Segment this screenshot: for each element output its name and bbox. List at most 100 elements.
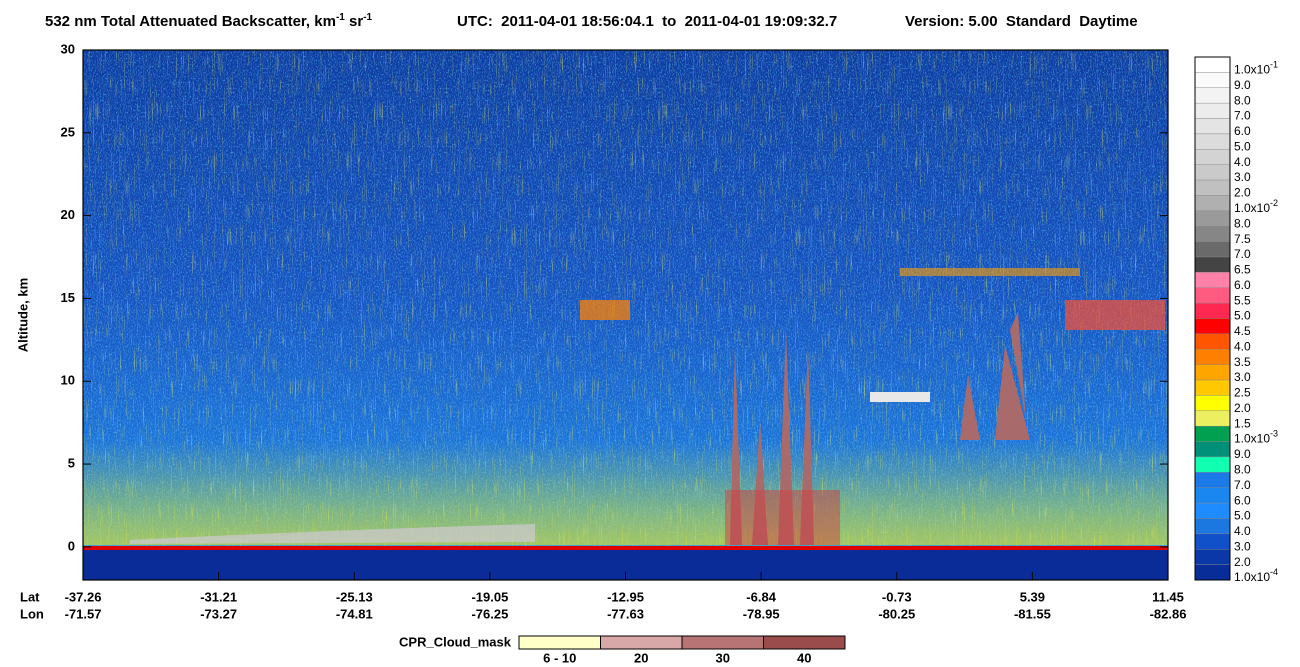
colorbar-label: 3.0 bbox=[1234, 539, 1251, 553]
colorbar-segment bbox=[1194, 564, 1231, 581]
colorbar-label-exp: -1 bbox=[1270, 60, 1278, 70]
colorbar-segment bbox=[1194, 195, 1231, 212]
colorbar-label: 9.0 bbox=[1234, 447, 1251, 461]
cloud-mask-label: 6 - 10 bbox=[543, 650, 576, 665]
cloud-mask-swatch bbox=[600, 635, 683, 650]
colorbar-label-base: 1.0x10 bbox=[1234, 432, 1270, 446]
cloud-mask-swatch bbox=[518, 635, 601, 650]
colorbar-label: 7.0 bbox=[1234, 247, 1251, 261]
colorbar-segment bbox=[1194, 502, 1231, 519]
colorbar-segment bbox=[1194, 72, 1231, 88]
x-tick-label: -80.25 bbox=[878, 606, 915, 621]
colorbar-label: 1.0x10-2 bbox=[1234, 198, 1278, 215]
x-tick-label: -73.27 bbox=[200, 606, 237, 621]
colorbar-segment bbox=[1194, 56, 1231, 73]
colorbar-label: 4.0 bbox=[1234, 524, 1251, 538]
subtitle: UTC: 2011-04-01 18:56:04.1 to 2011-04-01… bbox=[457, 13, 837, 30]
y-tick-label: 10 bbox=[61, 373, 75, 388]
y-axis-label: Altitude, km bbox=[15, 278, 30, 352]
colorbar-segment bbox=[1194, 133, 1231, 150]
colorbar-label: 6.5 bbox=[1234, 263, 1251, 277]
colorbar-label: 3.0 bbox=[1234, 170, 1251, 184]
cloud-mask-title: CPR_Cloud_mask bbox=[399, 634, 512, 649]
colorbar-segment bbox=[1194, 287, 1231, 304]
colorbar-segment bbox=[1194, 164, 1231, 181]
x-tick-label: -71.57 bbox=[65, 606, 102, 621]
x-row-label: Lat bbox=[20, 589, 40, 604]
title-part: 532 nm Total Attenuated Backscatter, km bbox=[45, 13, 336, 30]
colorbar-segment bbox=[1194, 349, 1231, 365]
colorbar-label-exp: -4 bbox=[1270, 567, 1278, 577]
colorbar-segment bbox=[1194, 425, 1231, 442]
colorbar-label: 8.0 bbox=[1234, 93, 1251, 107]
colorbar-label: 3.5 bbox=[1234, 355, 1251, 369]
colorbar-label: 7.5 bbox=[1234, 232, 1251, 246]
chart-title: 532 nm Total Attenuated Backscatter, km-… bbox=[45, 12, 373, 30]
cloud-mask-swatch bbox=[681, 635, 764, 650]
colorbar-label: 5.5 bbox=[1234, 293, 1251, 307]
colorbar-label: 1.5 bbox=[1234, 416, 1251, 430]
colorbar-segment bbox=[1194, 272, 1231, 288]
colorbar-label: 9.0 bbox=[1234, 78, 1251, 92]
colorbar-label: 5.0 bbox=[1234, 309, 1251, 323]
colorbar-frame bbox=[1194, 56, 1231, 581]
title-sup: -1 bbox=[336, 12, 345, 23]
x-tick-label: 5.39 bbox=[1020, 589, 1045, 604]
colorbar-label: 1.0x10-3 bbox=[1234, 429, 1278, 446]
y-tick-label: 15 bbox=[61, 290, 75, 305]
title-part: sr bbox=[345, 13, 364, 30]
y-tick-label: 20 bbox=[61, 207, 75, 222]
colorbar-segment bbox=[1194, 102, 1231, 119]
colorbar-label: 2.0 bbox=[1234, 401, 1251, 415]
cloud-mask-label: 40 bbox=[797, 650, 811, 665]
colorbar-segment bbox=[1194, 210, 1231, 227]
title-sup: -1 bbox=[363, 12, 372, 23]
colorbar-segment bbox=[1194, 441, 1231, 458]
colorbar-label: 8.0 bbox=[1234, 462, 1251, 476]
colorbar-segment bbox=[1194, 395, 1231, 411]
colorbar-label: 7.0 bbox=[1234, 109, 1251, 123]
x-tick-label: -76.25 bbox=[471, 606, 508, 621]
version: Version: 5.00 Standard Daytime bbox=[905, 13, 1138, 30]
x-tick-label: -81.55 bbox=[1014, 606, 1051, 621]
colorbar-label: 4.0 bbox=[1234, 339, 1251, 353]
colorbar-label: 6.0 bbox=[1234, 124, 1251, 138]
y-tick-label: 5 bbox=[68, 456, 75, 471]
colorbar-segment bbox=[1194, 87, 1231, 104]
x-tick-label: -25.13 bbox=[336, 589, 373, 604]
colorbar-label: 6.0 bbox=[1234, 493, 1251, 507]
colorbar-label: 8.0 bbox=[1234, 216, 1251, 230]
colorbar-segment bbox=[1194, 518, 1231, 535]
colorbar-segment bbox=[1194, 379, 1231, 396]
colorbar-label: 3.0 bbox=[1234, 370, 1251, 384]
x-tick-label: -77.63 bbox=[607, 606, 644, 621]
curtain bbox=[83, 50, 1168, 580]
colorbar-label: 6.0 bbox=[1234, 278, 1251, 292]
colorbar-segment bbox=[1194, 472, 1231, 488]
colorbar-segment bbox=[1194, 226, 1231, 242]
colorbar-segment bbox=[1194, 456, 1231, 473]
colorbar-segment bbox=[1194, 410, 1231, 427]
x-tick-label: -12.95 bbox=[607, 589, 644, 604]
x-row-label: Lon bbox=[20, 606, 44, 621]
cloud-mask-label: 20 bbox=[634, 650, 648, 665]
colorbar-segment bbox=[1194, 241, 1231, 258]
y-tick-label: 30 bbox=[61, 41, 75, 56]
colorbar-segment bbox=[1194, 549, 1231, 565]
colorbar-segment bbox=[1194, 179, 1231, 196]
colorbar-segment bbox=[1194, 118, 1231, 135]
x-tick-label: -19.05 bbox=[471, 589, 508, 604]
colorbar-segment bbox=[1194, 149, 1231, 165]
colorbar-label: 5.0 bbox=[1234, 139, 1251, 153]
colorbar-label: 7.0 bbox=[1234, 478, 1251, 492]
colorbar-label: 1.0x10-4 bbox=[1234, 567, 1278, 584]
colorbar-label: 5.0 bbox=[1234, 509, 1251, 523]
colorbar-label: 2.5 bbox=[1234, 386, 1251, 400]
y-tick-label: 25 bbox=[61, 124, 75, 139]
colorbar-segment bbox=[1194, 256, 1231, 273]
colorbar-segment bbox=[1194, 333, 1231, 350]
x-tick-label: -74.81 bbox=[336, 606, 373, 621]
colorbar-segment bbox=[1194, 364, 1231, 381]
x-tick-label: -0.73 bbox=[882, 589, 912, 604]
